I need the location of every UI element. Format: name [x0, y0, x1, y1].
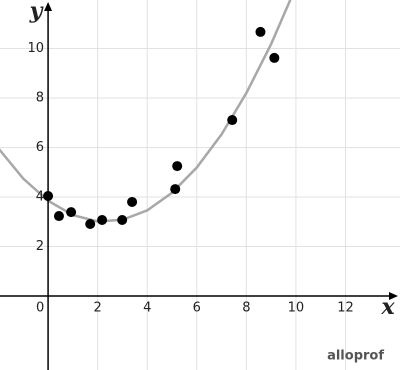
- x-tick-label: 2: [94, 301, 102, 316]
- y-tick-label: 8: [36, 91, 44, 106]
- fit-curve: [0, 0, 292, 223]
- x-axis-title: x: [380, 294, 395, 320]
- data-point: [170, 184, 181, 195]
- data-point: [255, 26, 266, 37]
- x-tick-label: 6: [193, 301, 201, 316]
- y-axis-title: y: [29, 0, 45, 24]
- data-point: [269, 52, 280, 63]
- marks: [0, 0, 292, 229]
- data-point: [227, 115, 238, 126]
- x-tick-label: 12: [337, 301, 354, 316]
- watermark: alloprof: [327, 349, 384, 364]
- data-point: [66, 207, 77, 218]
- y-tick-label: 6: [36, 140, 44, 155]
- data-point: [53, 211, 64, 222]
- data-point: [85, 218, 96, 229]
- y-tick-label: 10: [28, 41, 45, 56]
- data-point: [117, 215, 128, 226]
- x-tick-label: 10: [288, 301, 305, 316]
- y-tick-label: 2: [36, 239, 44, 254]
- x-tick-label: 0: [36, 301, 44, 316]
- data-point: [172, 161, 183, 172]
- data-point: [97, 215, 108, 226]
- data-point: [127, 196, 138, 207]
- x-tick-label: 4: [143, 301, 151, 316]
- y-axis-arrow: [44, 2, 53, 11]
- x-tick-label: 8: [242, 301, 250, 316]
- y-tick-label: 4: [36, 190, 44, 205]
- x-axis-arrow: [389, 292, 398, 300]
